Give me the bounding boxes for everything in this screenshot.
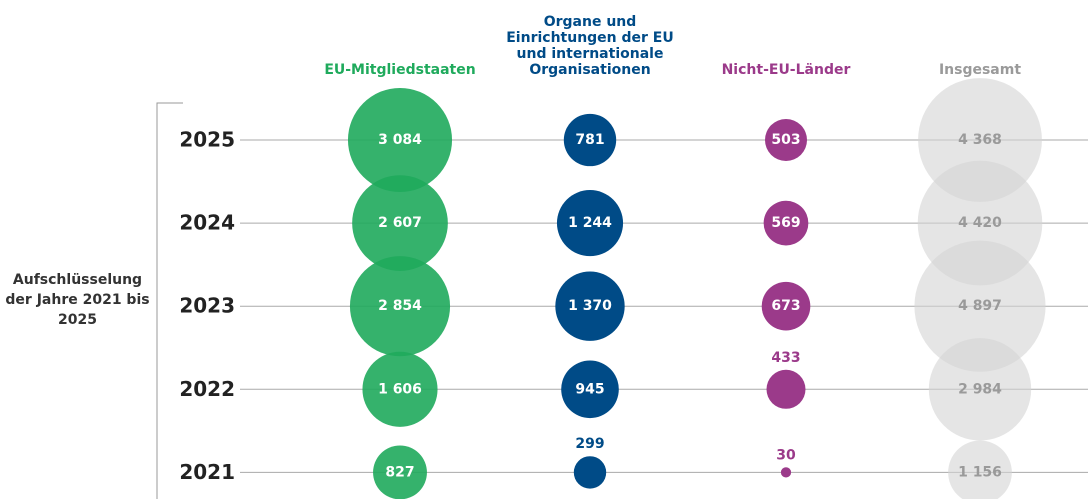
bubble (948, 440, 1012, 499)
year-label: 2023 (179, 294, 235, 318)
value-label: 1 156 (958, 464, 1002, 480)
series-header: Insgesamt (938, 62, 1022, 78)
value-label: 30 (776, 447, 796, 463)
value-label: 2 854 (378, 298, 422, 314)
bubble (362, 351, 438, 427)
bubble (780, 467, 792, 478)
bubble (556, 190, 624, 257)
value-label: 4 420 (958, 215, 1002, 231)
value-label: 3 084 (378, 132, 422, 148)
value-label: 299 (575, 436, 604, 452)
y-axis-label: Aufschlüsselung der Jahre 2021 bis 2025 (5, 272, 150, 328)
bubble (373, 445, 427, 499)
value-label: 4 368 (958, 132, 1002, 148)
value-label: 827 (385, 464, 414, 480)
value-label: 945 (575, 381, 604, 397)
value-label: 2 607 (378, 215, 422, 231)
bubble (914, 240, 1046, 372)
value-label: 673 (771, 298, 800, 314)
bubble (761, 281, 811, 331)
bubble (561, 360, 619, 419)
bubble (766, 369, 806, 409)
series-header: EU-Mitgliedstaaten (324, 62, 476, 78)
year-label: 2021 (179, 460, 235, 484)
bubble (555, 271, 625, 341)
year-label: 2022 (179, 377, 235, 401)
bubble (573, 456, 607, 489)
year-label: 2025 (179, 128, 235, 152)
value-label: 2 984 (958, 381, 1002, 397)
bubble (349, 256, 451, 357)
bubble (764, 118, 808, 162)
series-header: Organe und Einrichtungen der EU und inte… (506, 14, 674, 78)
value-label: 433 (771, 350, 800, 366)
value-label: 503 (771, 132, 800, 148)
bubble (563, 113, 617, 167)
value-label: 1 370 (568, 298, 612, 314)
value-label: 1 606 (378, 381, 422, 397)
bubble (763, 200, 809, 246)
bubble (347, 87, 453, 193)
series-header: Nicht-EU-Länder (721, 62, 851, 78)
value-label: 781 (575, 132, 604, 148)
value-label: 4 897 (958, 298, 1002, 314)
value-label: 569 (771, 215, 800, 231)
bubble (928, 338, 1032, 441)
year-label: 2024 (179, 211, 235, 235)
bubble (352, 175, 448, 271)
axis-bracket (156, 102, 183, 499)
value-label: 1 244 (568, 215, 612, 231)
